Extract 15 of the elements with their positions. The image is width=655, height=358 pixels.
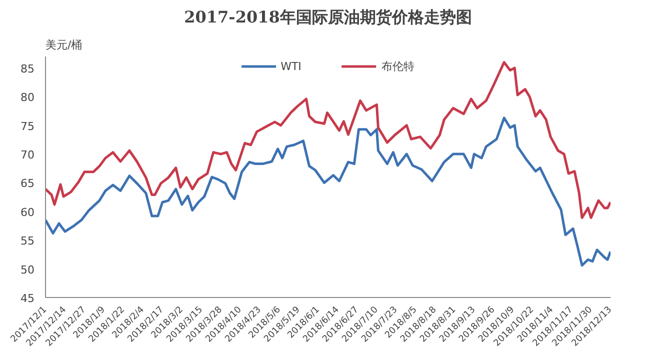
legend-label: WTI [280, 60, 302, 72]
line-series [46, 116, 610, 267]
y-tick-label: 70 [20, 148, 35, 162]
y-tick-label: 80 [20, 91, 35, 104]
y-tick-label: 50 [20, 263, 35, 276]
y-tick-label: 85 [20, 62, 35, 76]
y-tick-label: 60 [20, 206, 35, 219]
legend-label: 布伦特 [381, 58, 414, 74]
chart-title: 2017-2018年国际原油期货价格走势图 [184, 8, 472, 26]
y-tick-label: 45 [20, 292, 35, 305]
y-tick-label: 55 [20, 234, 35, 248]
y-tick-label: 65 [20, 177, 35, 190]
y-tick-label: 75 [20, 120, 35, 133]
y-axis-title: 美元/桶 [46, 38, 82, 52]
line-series [46, 60, 610, 219]
